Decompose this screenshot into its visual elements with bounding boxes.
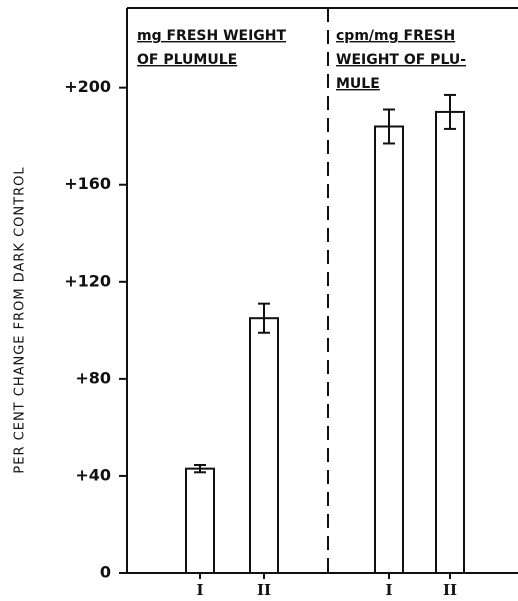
y-tick-label: +200 — [64, 77, 111, 96]
bar — [249, 317, 279, 574]
panel-title: WEIGHT OF PLU- — [336, 52, 466, 68]
y-tick-label: +160 — [64, 174, 111, 193]
x-tick-label: II — [257, 581, 271, 599]
panel-title: cpm/mg FRESH — [336, 28, 455, 44]
panel-title: OF PLUMULE — [137, 52, 237, 68]
y-axis-label: PER CENT CHANGE FROM DARK CONTROL — [13, 166, 28, 473]
bar — [185, 467, 215, 574]
x-tick-label: I — [385, 581, 392, 599]
y-tick-label: +40 — [75, 465, 111, 484]
bar — [435, 110, 465, 574]
x-tick-label: II — [443, 581, 457, 599]
y-tick-label: 0 — [100, 563, 111, 582]
bar — [374, 125, 404, 574]
y-tick-label: +120 — [64, 271, 111, 290]
panel-title: mg FRESH WEIGHT — [137, 28, 286, 44]
panel-title: MULE — [336, 76, 380, 92]
y-tick-label: +80 — [75, 368, 111, 387]
x-tick-label: I — [196, 581, 203, 599]
